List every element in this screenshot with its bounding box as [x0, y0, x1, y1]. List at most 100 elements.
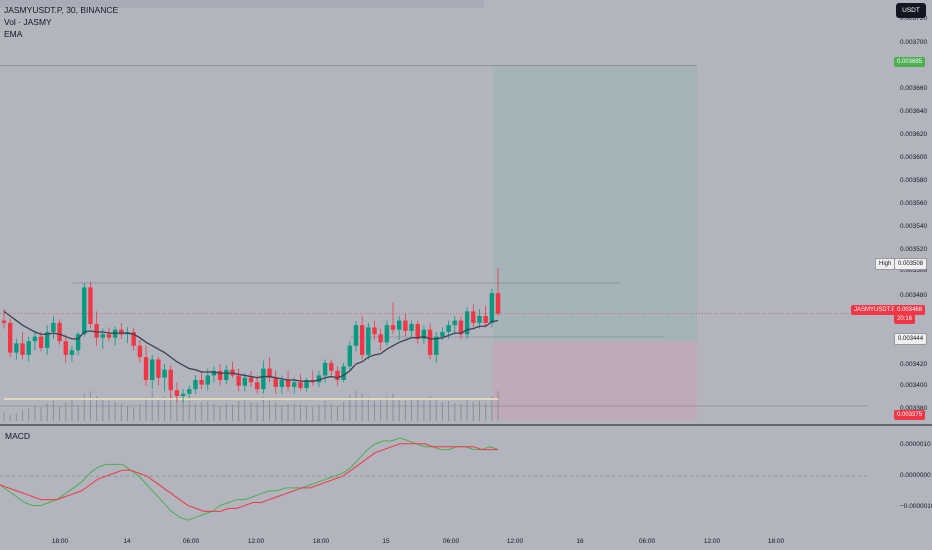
candle-body — [267, 368, 272, 378]
time-tick-label: 16 — [576, 538, 584, 545]
price-tick-label: 0.003600 — [900, 154, 928, 161]
volume-bar — [164, 396, 166, 421]
volume-bar — [28, 408, 30, 421]
candle-body — [32, 336, 38, 342]
volume-bar — [324, 401, 326, 421]
time-tick-label: 18:00 — [51, 538, 69, 545]
candle-body — [187, 389, 192, 394]
candle-body — [403, 320, 408, 331]
volume-bar — [392, 393, 394, 421]
volume-bar — [287, 404, 289, 421]
candle-body — [292, 382, 297, 387]
candle-body — [378, 334, 383, 343]
volume-bar — [127, 406, 128, 421]
volume-bar — [219, 406, 221, 421]
volume-bar — [176, 395, 178, 421]
volume-bar — [386, 396, 388, 421]
volume-bar — [238, 401, 240, 421]
candle-body — [390, 325, 396, 330]
ema-indicator-label[interactable]: EMA — [4, 29, 23, 39]
stop-price-tag: 0.003375 — [894, 410, 926, 420]
price-tick-label: 0.003520 — [900, 246, 928, 253]
volume-bar — [231, 404, 233, 421]
volume-bar — [9, 415, 11, 421]
volume-bar — [15, 413, 17, 421]
candle-body — [75, 334, 81, 351]
volume-bar — [71, 398, 73, 421]
candle-body — [63, 341, 68, 355]
candle-body — [57, 322, 62, 342]
time-tick-label: 06:00 — [442, 538, 460, 545]
candle-body — [366, 327, 371, 355]
candle-body — [82, 287, 87, 335]
volume-bar — [404, 401, 406, 421]
candle-body — [199, 380, 204, 385]
volume-bar — [182, 397, 184, 421]
macd-indicator-label[interactable]: MACD — [5, 431, 31, 441]
currency-scale-button[interactable]: USDT — [896, 3, 926, 18]
time-tick-label: 12:00 — [506, 538, 524, 545]
candle-body — [279, 380, 285, 387]
candle-body — [51, 322, 56, 332]
volume-bar — [312, 407, 314, 421]
volume-bar — [466, 400, 468, 421]
volume-bar — [108, 401, 110, 421]
candle-body — [421, 329, 427, 339]
volume-bar — [3, 412, 5, 421]
volume-bar — [250, 402, 252, 421]
candle-body — [397, 320, 402, 330]
macd-tick-label: 0.0000010 — [900, 441, 931, 448]
volume-bar — [330, 403, 332, 421]
volume-bar — [269, 401, 271, 421]
volume-bar — [139, 404, 141, 421]
volume-bar — [52, 401, 54, 421]
target-zone — [493, 65, 697, 342]
candle-body — [298, 382, 303, 388]
price-tick-label: 0.003580 — [900, 177, 928, 184]
candle-body — [335, 370, 340, 380]
candle-body — [427, 329, 433, 355]
volume-bar — [374, 401, 375, 421]
macd-tick-label: −0.0000010 — [900, 503, 932, 510]
volume-bar — [77, 405, 79, 421]
candle-body — [359, 325, 365, 355]
volume-bar — [441, 402, 443, 421]
volume-bar — [454, 403, 456, 421]
volume-indicator-label[interactable]: Vol · JASMY — [4, 17, 52, 27]
volume-bar — [46, 403, 48, 421]
volume-bar — [349, 395, 351, 421]
price-tick-label: 0.003500 — [900, 267, 928, 274]
candle-body — [464, 311, 470, 335]
candle-body — [415, 324, 420, 339]
candle-body — [236, 375, 241, 386]
candle-body — [119, 329, 124, 335]
signal-line — [0, 443, 498, 512]
candle-body — [20, 343, 25, 355]
volume-bar — [281, 405, 283, 421]
volume-bar — [59, 406, 61, 421]
volume-bar — [460, 404, 462, 421]
candle-body — [434, 336, 439, 355]
volume-bar — [380, 400, 382, 421]
candle-body — [100, 334, 105, 338]
candle-body — [38, 336, 44, 348]
chart-legend: JASMYUSDT.P, 30, BINANCE Vol · JASMY EMA — [4, 4, 118, 40]
time-tick-label: 06:00 — [638, 538, 656, 545]
time-tick-label: 18:00 — [312, 538, 330, 545]
candle-body — [143, 357, 149, 380]
symbol-title[interactable]: JASMYUSDT.P, 30, BINANCE — [4, 5, 119, 15]
candle-body — [452, 320, 457, 326]
volume-bar — [343, 402, 345, 421]
volume-bar — [355, 391, 357, 421]
stop-zone — [493, 341, 697, 420]
volume-bar — [225, 403, 227, 421]
last-price-tag: 0.003468 — [894, 305, 926, 315]
price-tick-label: 0.003480 — [900, 292, 928, 299]
price-tick-label: 0.003380 — [900, 405, 928, 412]
candle-body — [217, 370, 223, 380]
time-tick-label: 15 — [382, 538, 390, 545]
candle-body — [88, 287, 93, 324]
candle-body — [1, 320, 7, 323]
volume-bar — [398, 398, 400, 421]
